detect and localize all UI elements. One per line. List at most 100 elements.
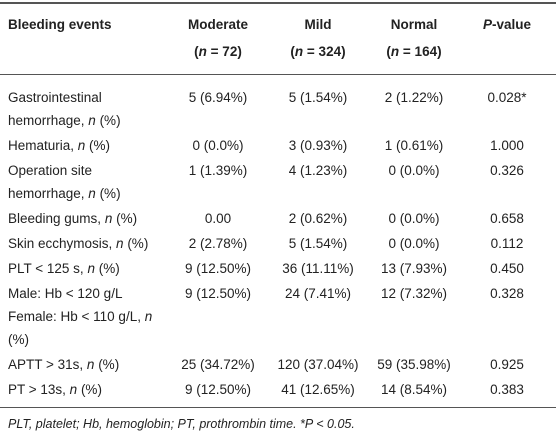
table-cell: Skin ecchymosis, n (%) [0,231,170,256]
cell-text: (%) [85,138,111,153]
table-cell: 0.658 [458,206,556,231]
cell-text: 1.000 [490,138,524,153]
table-cell: 5 (1.54%) [266,231,370,256]
table-cell: 4 (1.23%) [266,158,370,206]
cell-text: 41 (12.65%) [281,382,355,397]
header-cell: Normal (n = 164) [370,3,458,75]
table-row: Hematuria, n (%) 0 (0.0%) 3 (0.93%) 1 (0.61… [0,133,556,158]
table-body: Gastrointestinal hemorrhage, n (%) 5 (6.9… [0,75,556,408]
cell-text: 0 (0.0%) [388,236,440,251]
cell-text: Moderate [187,17,248,32]
cell-text: 0.328 [490,286,524,301]
cell-text: n [87,261,95,276]
cell-text: PLT < 125 s, [8,261,88,276]
table-cell: 0.383 [458,377,556,408]
cell-text: n [390,44,400,59]
cell-text: 0.00 [204,211,232,226]
cell-text: 14 (8.54%) [380,382,448,397]
table-cell: Operation site hemorrhage, n (%) [0,158,170,206]
table-cell: Hematuria, n (%) [0,133,170,158]
cell-text: (%) [8,332,29,347]
cell-text: (%) [123,236,149,251]
cell-text: Female: Hb < 110 g/L, [8,309,145,324]
table-cell: APTT > 31s, n (%) [0,352,170,377]
header-cell: Bleeding events [0,3,170,75]
cell-text: 0.383 [490,382,524,397]
cell-text: APTT > 31s, [8,357,87,372]
cell-text: (%) [94,357,120,372]
cell-text: 1 (0.61%) [384,138,444,153]
cell-text: 2 (2.78%) [188,236,248,251]
cell-text: = 324) [303,44,346,59]
table-cell: 14 (8.54%) [370,377,458,408]
cell-text: n [88,186,96,201]
cell-text: 13 (7.93%) [380,261,448,276]
cell-text: 24 (7.41%) [284,286,352,301]
cell-text: 25 (34.72%) [181,357,255,372]
table-cell: 0.112 [458,231,556,256]
table-cell: 1 (1.39%) [170,158,266,206]
cell-text: 5 (1.54%) [288,236,348,251]
cell-text: 3 (0.93%) [288,138,348,153]
table-cell: 36 (11.11%) [266,256,370,281]
table-cell: 0.328 [458,281,556,352]
cell-text: P [482,17,492,32]
table-cell: 9 (12.50%) [170,256,266,281]
cell-text: 9 (12.50%) [184,286,252,301]
cell-text: Skin ecchymosis, [8,236,117,251]
cell-text: 0 (0.0%) [388,163,440,178]
table-row: Male: Hb < 120 g/L Female: Hb < 110 g/L, … [0,281,556,352]
cell-text: 9 (12.50%) [184,261,252,276]
cell-text: Mild [304,17,332,32]
table-cell: 12 (7.32%) [370,281,458,352]
table-cell: PLT < 125 s, n (%) [0,256,170,281]
cell-text: Gastrointestinal hemorrhage, [8,90,102,128]
table-cell: 0.00 [170,206,266,231]
cell-text: 0.450 [490,261,524,276]
table-cell: Male: Hb < 120 g/L Female: Hb < 110 g/L, … [0,281,170,352]
table-row: Skin ecchymosis, n (%) 2 (2.78%) 5 (1.54%)… [0,231,556,256]
cell-text: (%) [95,186,121,201]
table-row: PT > 13s, n (%) 9 (12.50%) 41 (12.65%) 14 (… [0,377,556,408]
cell-text: n [104,211,113,226]
table-cell: 5 (6.94%) [170,75,266,134]
cell-text: 0.028* [487,90,527,105]
cell-text: 5 (1.54%) [288,90,348,105]
cell-text: ( [290,44,295,59]
table-cell: 24 (7.41%) [266,281,370,352]
cell-text: Hematuria, [8,138,78,153]
cell-text: (%) [94,261,120,276]
table-cell: 120 (37.04%) [266,352,370,377]
cell-text: ( [386,44,391,59]
table-cell: 5 (1.54%) [266,75,370,134]
cell-text: 0.658 [490,211,524,226]
cell-text: n [86,357,95,372]
cell-text: (%) [112,211,138,226]
cell-text: 1 (1.39%) [188,163,248,178]
table-cell: 59 (35.98%) [370,352,458,377]
table-row: PLT < 125 s, n (%) 9 (12.50%) 36 (11.11%) 1… [0,256,556,281]
table-cell: 2 (0.62%) [266,206,370,231]
cell-text: Bleeding events [8,17,112,32]
table-cell: 0.326 [458,158,556,206]
cell-text: Normal [390,17,438,32]
cell-text: 0.925 [490,357,524,372]
table-header: Bleeding events Moderate (n = 72) Mild (n = … [0,3,556,75]
cell-text: = 164) [399,44,442,59]
cell-text: 36 (11.11%) [282,261,354,276]
cell-text: 12 (7.32%) [380,286,448,301]
cell-text: 0.326 [490,163,524,178]
cell-text: 5 (6.94%) [188,90,248,105]
cell-text: 0.112 [490,236,524,251]
table-cell: 2 (1.22%) [370,75,458,134]
table-cell: 2 (2.78%) [170,231,266,256]
table-cell: 9 (12.50%) [170,281,266,352]
cell-text: ( [194,44,199,59]
header-cell: Mild (n = 324) [266,3,370,75]
cell-text: 59 (35.98%) [377,357,451,372]
header-row: Bleeding events Moderate (n = 72) Mild (n = … [0,3,556,75]
header-cell: P-value [458,3,556,75]
table-cell: 0.028* [458,75,556,134]
table-row: Operation site hemorrhage, n (%) 1 (1.39%… [0,158,556,206]
